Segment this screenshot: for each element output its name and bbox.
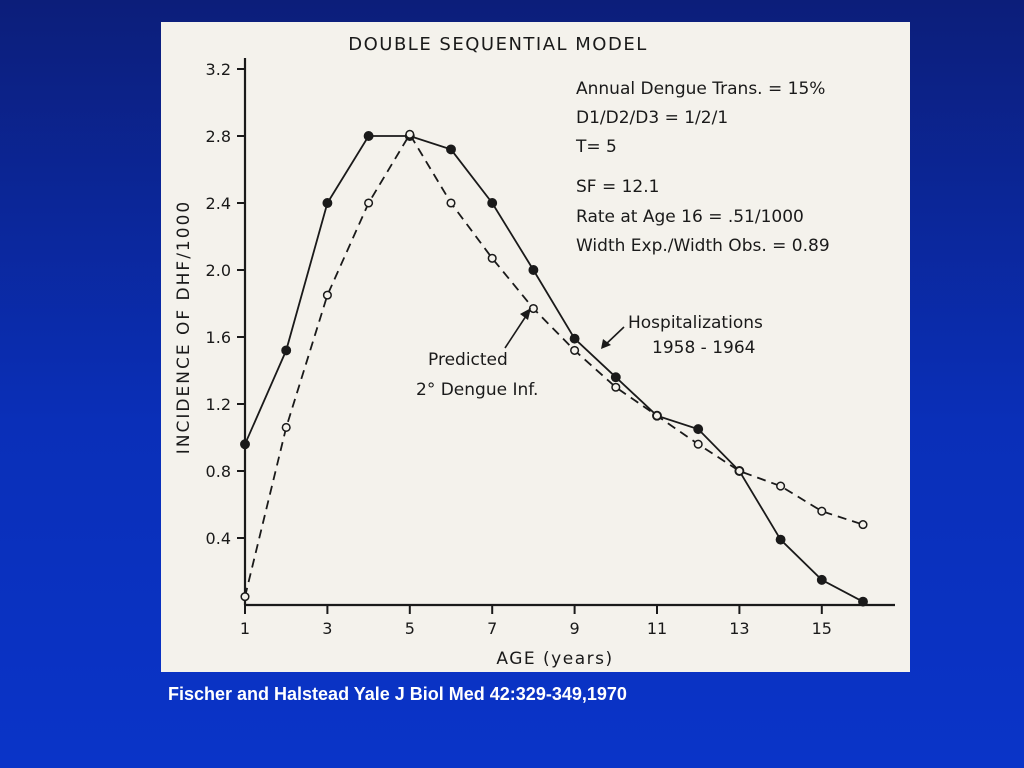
y-tick-label: 0.8 [206, 462, 231, 481]
figure-panel: 0.4 0.8 1.2 1.6 2.0 2.4 2.8 3.2 1 3 5 7 9 11 13 15 DOU… [161, 22, 910, 672]
hospitalizations-point [610, 372, 621, 383]
predicted-point [281, 422, 291, 433]
chart-title: DOUBLE SEQUENTIAL MODEL [348, 34, 647, 55]
predicted-point [446, 198, 456, 208]
predicted-line [244, 132, 864, 597]
x-axis-label: AGE (years) [496, 649, 613, 669]
axes [243, 58, 895, 607]
x-tick-label: 1 [240, 619, 250, 638]
parameter-line: Width Exp./Width Obs. = 0.89 [576, 236, 830, 256]
series-layer [240, 129, 868, 607]
predicted-point [776, 481, 786, 491]
parameter-line: SF = 12.1 [576, 177, 659, 197]
predicted-point [734, 466, 744, 476]
hospitalizations-point [528, 265, 539, 275]
model-parameters: Annual Dengue Trans. = 15% D1/D2/D3 = 1/2… [575, 79, 830, 256]
y-tick-label: 2.4 [206, 194, 231, 213]
predicted-point [487, 253, 497, 263]
x-tick-label: 13 [729, 619, 749, 638]
predicted-point [693, 439, 703, 449]
hospitalizations-point [569, 333, 580, 344]
y-tick-label: 1.2 [206, 395, 231, 414]
y-tick-label: 3.2 [206, 60, 231, 79]
hospitalizations-point [240, 439, 250, 450]
predicted-arrowhead [520, 308, 531, 320]
predicted-point [570, 345, 580, 355]
hospitalizations-point [858, 596, 868, 607]
predicted-point [817, 506, 827, 516]
hospitalizations-point [363, 131, 374, 141]
x-tick-label: 15 [812, 619, 832, 638]
predicted-arrow [504, 312, 529, 349]
hospitalizations-point [693, 424, 704, 435]
hospitalizations-point [446, 144, 456, 155]
hospitalizations-point [816, 574, 827, 585]
y-tick-label: 2.8 [206, 127, 231, 146]
hospitalizations-point [281, 345, 292, 356]
chart: 0.40.81.21.62.02.42.83.2 1 3 5 7 9 11 13 15 DOU… [174, 34, 895, 669]
hospitalizations-point [322, 198, 333, 208]
y-ticks: 0.4 0.8 1.2 1.6 2.0 2.4 2.8 3.2 [206, 60, 245, 548]
parameter-line: T= 5 [575, 137, 617, 157]
hospitalizations-label-line-1: Hospitalizations [628, 313, 763, 333]
x-ticks: 1 3 5 7 9 11 13 15 [240, 605, 832, 638]
y-tick-label: 2.0 [206, 261, 231, 280]
parameter-line: D1/D2/D3 = 1/2/1 [576, 108, 728, 128]
hospitalizations-point [775, 534, 786, 545]
predicted-label-line-1: Predicted [428, 350, 508, 370]
y-tick-label: 1.6 [206, 328, 231, 347]
hospitalizations-point [487, 198, 498, 208]
series-annotations: Hospitalizations 1958 - 1964 Predicted 2… [416, 308, 763, 400]
y-axis-label: INCIDENCE OF DHF/1000 [174, 200, 194, 454]
x-tick-label: 11 [647, 619, 667, 638]
x-tick-label: 3 [322, 619, 332, 638]
hospitalizations-line [244, 135, 864, 603]
predicted-point [652, 411, 662, 421]
predicted-point [528, 303, 538, 314]
hospitalizations-arrowhead [601, 339, 611, 349]
predicted-point [364, 198, 374, 208]
predicted-point [240, 592, 250, 602]
parameter-line: Rate at Age 16 = .51/1000 [576, 207, 804, 227]
x-tick-label: 5 [405, 619, 415, 638]
parameter-line: Annual Dengue Trans. = 15% [576, 79, 825, 99]
predicted-point [322, 290, 332, 300]
x-tick-label: 9 [570, 619, 580, 638]
hospitalizations-label-line-2: 1958 - 1964 [652, 338, 755, 358]
y-tick-label: 0.4 [206, 529, 231, 548]
predicted-label-line-2: 2° Dengue Inf. [416, 380, 538, 400]
citation-text: Fischer and Halstead Yale J Biol Med 42:… [168, 684, 627, 704]
predicted-point [405, 129, 415, 139]
predicted-point [858, 520, 868, 530]
x-tick-label: 7 [487, 619, 497, 638]
predicted-point [611, 382, 621, 392]
